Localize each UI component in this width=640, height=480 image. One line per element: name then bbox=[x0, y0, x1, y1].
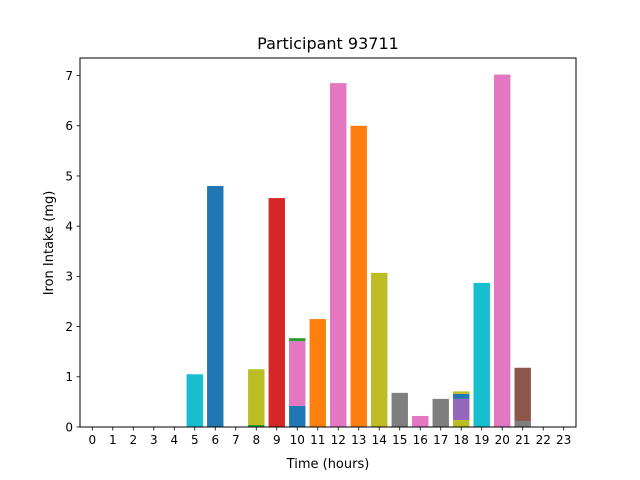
x-tick-label-22: 22 bbox=[536, 433, 551, 447]
bar-segment-hour-8-2 bbox=[248, 424, 265, 427]
bar-segment-hour-16-13 bbox=[412, 415, 429, 427]
x-tick-label-15: 15 bbox=[392, 433, 407, 447]
bar-segment-hour-11-8 bbox=[309, 319, 326, 427]
x-tick-label-10: 10 bbox=[290, 433, 305, 447]
bar-segment-hour-15-12 bbox=[391, 392, 408, 427]
x-tick-label-11: 11 bbox=[310, 433, 325, 447]
y-tick-label-1: 1 bbox=[65, 370, 73, 384]
y-tick-label-2: 2 bbox=[65, 320, 73, 334]
x-tick-label-12: 12 bbox=[331, 433, 346, 447]
bar-segment-hour-17-14 bbox=[432, 398, 449, 427]
x-tick-label-1: 1 bbox=[109, 433, 117, 447]
plot-frame bbox=[79, 57, 577, 428]
bar-segment-hour-9-4 bbox=[268, 198, 285, 427]
x-tick-label-5: 5 bbox=[191, 433, 199, 447]
bar-segment-hour-10-5 bbox=[289, 405, 306, 427]
x-tick-label-9: 9 bbox=[273, 433, 281, 447]
x-tick-label-6: 6 bbox=[211, 433, 219, 447]
bar-segment-hour-20-20 bbox=[494, 74, 511, 427]
x-tick-label-7: 7 bbox=[232, 433, 240, 447]
bar-segment-hour-10-6 bbox=[289, 341, 306, 406]
x-tick-label-19: 19 bbox=[474, 433, 489, 447]
x-tick-label-0: 0 bbox=[88, 433, 96, 447]
bars-group bbox=[186, 74, 531, 427]
x-tick-label-2: 2 bbox=[129, 433, 137, 447]
x-tick-label-20: 20 bbox=[495, 433, 510, 447]
bar-segment-hour-21-22 bbox=[514, 367, 531, 421]
x-tick-label-23: 23 bbox=[556, 433, 571, 447]
y-axis-label: Iron Intake (mg) bbox=[42, 191, 57, 296]
bar-segment-hour-12-9 bbox=[330, 83, 347, 427]
bar-segment-hour-5-0 bbox=[186, 374, 203, 427]
x-tick-label-14: 14 bbox=[372, 433, 387, 447]
bar-segment-hour-19-19 bbox=[473, 282, 490, 427]
bar-segment-hour-8-3 bbox=[248, 369, 265, 425]
x-tick-label-18: 18 bbox=[454, 433, 469, 447]
x-tick-label-8: 8 bbox=[252, 433, 260, 447]
bar-segment-hour-6-1 bbox=[207, 186, 224, 427]
x-axis-ticks: 0 1 2 3 4 5 6 7 8 9 10 11 12 13 14 15 16 17 18 19 20 21 22 23 bbox=[88, 427, 571, 447]
x-tick-label-4: 4 bbox=[170, 433, 178, 447]
x-tick-label-13: 13 bbox=[351, 433, 366, 447]
bar-segment-hour-18-18 bbox=[453, 391, 470, 394]
bar-segment-hour-14-11 bbox=[371, 272, 388, 427]
bar-segment-hour-18-17 bbox=[453, 393, 470, 399]
y-tick-label-5: 5 bbox=[65, 169, 73, 183]
y-axis-ticks: 0 1 2 3 4 5 6 7 bbox=[65, 69, 80, 434]
bar-segment-hour-21-21 bbox=[514, 420, 531, 427]
y-tick-label-7: 7 bbox=[65, 69, 73, 83]
bar-segment-hour-18-15 bbox=[453, 419, 470, 427]
bar-segment-hour-10-7 bbox=[289, 338, 306, 342]
y-tick-label-3: 3 bbox=[65, 270, 73, 284]
x-axis-label: Time (hours) bbox=[286, 457, 370, 472]
y-tick-label-0: 0 bbox=[65, 420, 73, 434]
x-tick-label-16: 16 bbox=[413, 433, 428, 447]
y-tick-label-6: 6 bbox=[65, 119, 73, 133]
bar-segment-hour-18-16 bbox=[453, 398, 470, 420]
x-tick-label-3: 3 bbox=[150, 433, 158, 447]
chart-title: Participant 93711 bbox=[257, 34, 399, 53]
y-tick-label-4: 4 bbox=[65, 219, 73, 233]
x-tick-label-17: 17 bbox=[433, 433, 448, 447]
x-tick-label-21: 21 bbox=[515, 433, 530, 447]
bar-segment-hour-13-10 bbox=[350, 125, 367, 427]
